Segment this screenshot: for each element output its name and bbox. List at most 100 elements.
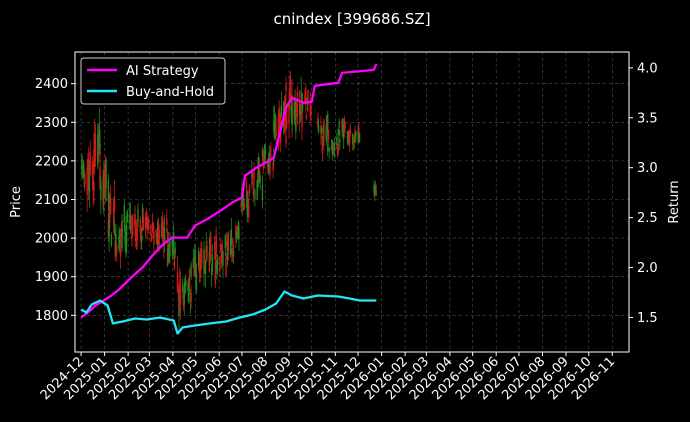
candle-body (333, 142, 335, 147)
candle-body (261, 149, 264, 157)
candle-body (129, 214, 132, 232)
candle-body (119, 234, 121, 245)
legend: AI Strategy Buy-and-Hold (80, 57, 226, 105)
candle-body (187, 283, 189, 292)
candle-body (237, 225, 239, 238)
candle-body (200, 248, 202, 268)
candle-body (166, 231, 169, 239)
candle-body (273, 121, 275, 132)
candle-body (264, 150, 267, 155)
candle-body (273, 116, 276, 134)
candle-body (286, 110, 288, 128)
candle-body (113, 201, 115, 227)
candle-body (206, 246, 208, 257)
candle-body (245, 182, 248, 197)
candle-body (204, 258, 206, 265)
candle-body (235, 226, 237, 239)
candle-body (94, 137, 97, 157)
y2-axis-label: Return (667, 180, 682, 223)
candle-body (240, 201, 242, 208)
candle-body (169, 240, 171, 256)
candle-body (269, 164, 271, 175)
candle-body (115, 233, 117, 250)
candle-body (299, 106, 302, 116)
candle-body (279, 112, 281, 134)
candle-body (199, 253, 201, 274)
candle-body (309, 100, 311, 118)
candle-body (327, 114, 329, 134)
candle-body (135, 228, 138, 246)
candle-body (349, 130, 352, 135)
candle-body (277, 119, 280, 142)
candle-body (301, 103, 304, 110)
candle-body (307, 89, 309, 105)
candle-body (293, 98, 296, 119)
candle-body (216, 260, 218, 274)
candle-body (110, 234, 113, 245)
candle-body (176, 272, 179, 293)
candle-body (157, 222, 159, 230)
candle-body (300, 91, 302, 99)
candle-body (342, 119, 344, 132)
candle-body (156, 232, 158, 241)
candle-body (321, 139, 324, 155)
candle-body (140, 233, 142, 240)
candle-body (344, 122, 346, 128)
candle-body (278, 114, 280, 137)
candle-body (229, 237, 232, 256)
candle-body (93, 181, 95, 191)
candle-body (210, 235, 212, 256)
candle-body (103, 175, 105, 199)
candle-body (213, 242, 216, 251)
candle-body (251, 173, 254, 185)
candle-body (374, 189, 376, 195)
candle-body (94, 133, 96, 162)
candle-body (194, 246, 196, 266)
y2-tick-label: 4.0 (637, 61, 658, 76)
candle-body (232, 250, 235, 257)
candle-body (375, 190, 377, 195)
candle-body (349, 131, 351, 139)
candle-body (231, 248, 233, 262)
candle-body (339, 139, 341, 143)
candle-body (107, 180, 110, 203)
candle-body (179, 289, 182, 304)
y-tick-label: 1800 (35, 309, 68, 324)
candle-body (166, 218, 168, 225)
candle-body (161, 218, 163, 237)
candle-body (352, 142, 355, 147)
candle-body (113, 224, 116, 233)
y2-tick-label: 2.5 (637, 211, 658, 226)
candle-body (194, 263, 197, 276)
candle-body (238, 227, 240, 239)
candle-body (254, 189, 256, 200)
candle-body (147, 225, 149, 230)
candle-body (247, 199, 249, 213)
candle-body (82, 161, 85, 170)
candle-body (120, 227, 122, 236)
candle-body (262, 152, 264, 167)
candle-body (225, 256, 227, 276)
candle-body (242, 195, 245, 209)
candle-body (188, 277, 190, 295)
candle-body (326, 120, 328, 134)
candle-body (337, 128, 340, 134)
candle-body (119, 237, 122, 257)
candle-body (294, 101, 296, 121)
candle-body (93, 149, 95, 168)
candle-body (226, 241, 228, 246)
candle-body (151, 222, 154, 228)
candle-body (248, 185, 251, 194)
candle-body (236, 226, 239, 236)
candle-body (310, 108, 312, 114)
candle-body (166, 248, 169, 265)
candle-body (173, 250, 176, 269)
candle-body (189, 293, 192, 303)
y-axis-label: Price (9, 186, 24, 218)
y-tick-label: 2100 (35, 193, 68, 208)
candle-body (353, 136, 355, 141)
plot-frame (74, 51, 630, 353)
candle-body (295, 114, 297, 133)
candle-body (163, 227, 166, 245)
candle-body (131, 226, 133, 240)
